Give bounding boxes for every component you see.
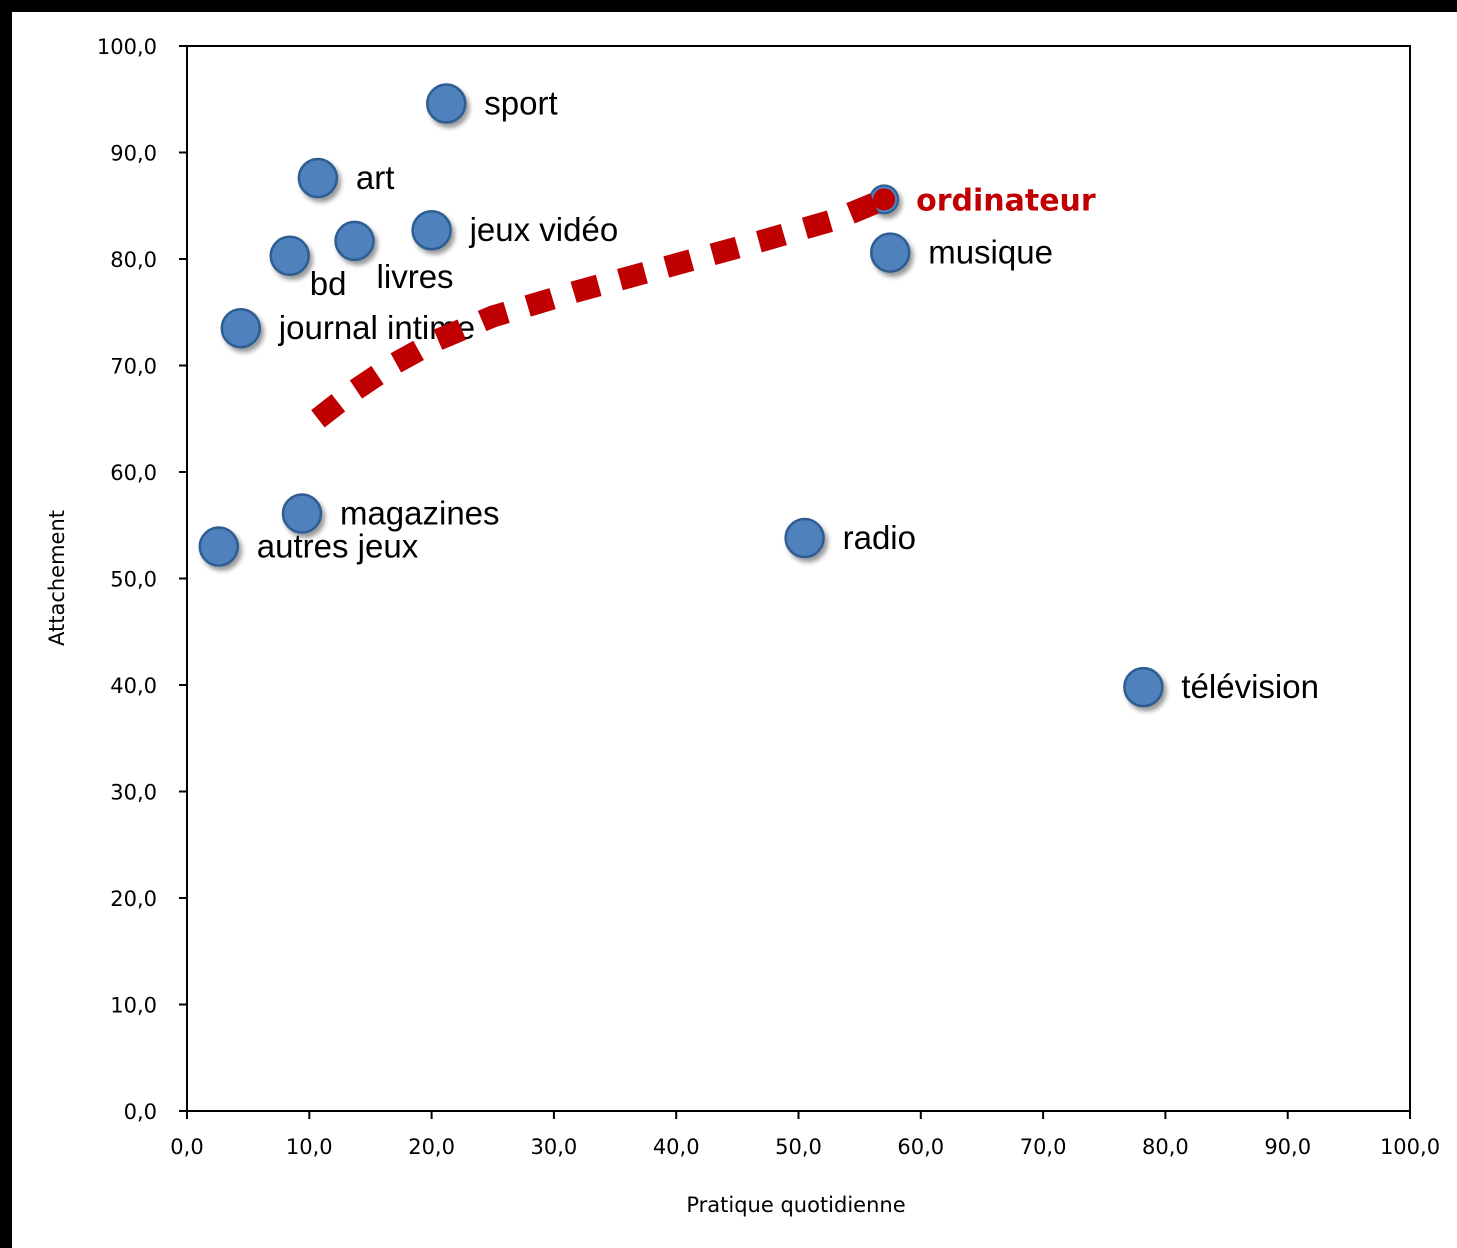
point-label: livres <box>377 258 454 295</box>
y-tick-label: 100,0 <box>97 35 157 59</box>
data-point <box>220 307 262 349</box>
data-point <box>784 517 825 559</box>
y-tick-label: 20,0 <box>110 887 157 911</box>
data-point <box>297 157 339 199</box>
point-label: radio <box>843 519 916 556</box>
trend-line <box>311 189 889 428</box>
data-point <box>1123 666 1164 708</box>
x-tick-label: 80,0 <box>1142 1135 1189 1159</box>
x-tick-label: 90,0 <box>1264 1135 1311 1159</box>
x-axis-ticks: 0,0 10,0 20,0 30,0 40,0 50,0 60,0 70,0 80,0 90,0 1… <box>170 1111 1440 1159</box>
y-axis-title: Attachement <box>45 510 69 646</box>
data-point <box>426 83 467 124</box>
data-point <box>269 235 310 277</box>
x-tick-label: 70,0 <box>1020 1135 1067 1159</box>
point-label: autres jeux <box>257 528 419 565</box>
y-tick-label: 10,0 <box>110 994 157 1018</box>
x-tick-label: 50,0 <box>775 1135 822 1159</box>
y-tick-label: 60,0 <box>110 461 157 485</box>
data-point <box>198 526 240 567</box>
data-point <box>334 220 375 262</box>
x-tick-label: 0,0 <box>170 1135 203 1159</box>
data-point <box>411 209 452 251</box>
scatter-chart: 0,0 10,0 20,0 30,0 40,0 50,0 60,0 70,0 80,0 90,0 1… <box>45 35 1440 1217</box>
data-point <box>281 493 323 534</box>
point-label: ordinateur <box>916 183 1096 218</box>
y-tick-label: 70,0 <box>110 355 157 379</box>
point-label: jeux vidéo <box>469 211 619 248</box>
y-tick-label: 40,0 <box>110 674 157 698</box>
point-label: télévision <box>1181 668 1319 705</box>
y-tick-label: 0,0 <box>124 1100 157 1124</box>
point-label: magazines <box>340 495 500 532</box>
chart-frame: 0,0 10,0 20,0 30,0 40,0 50,0 60,0 70,0 80,0 90,0 1… <box>12 12 1457 1248</box>
y-tick-label: 30,0 <box>110 781 157 805</box>
x-axis-title: Pratique quotidienne <box>686 1193 905 1217</box>
x-tick-label: 30,0 <box>531 1135 578 1159</box>
x-tick-label: 20,0 <box>408 1135 455 1159</box>
y-tick-label: 50,0 <box>110 568 157 592</box>
point-label: art <box>356 159 395 196</box>
x-tick-label: 10,0 <box>286 1135 333 1159</box>
y-tick-label: 90,0 <box>110 142 157 166</box>
highlight-point <box>873 188 896 211</box>
point-label: bd <box>310 265 347 302</box>
x-tick-label: 100,0 <box>1380 1135 1440 1159</box>
y-tick-label: 80,0 <box>110 248 157 272</box>
x-tick-label: 40,0 <box>653 1135 700 1159</box>
point-label: sport <box>484 85 557 122</box>
data-point <box>869 232 911 273</box>
plot-area <box>186 45 1411 1112</box>
highlight-points: ordinateur <box>873 183 1096 218</box>
x-tick-label: 60,0 <box>897 1135 944 1159</box>
point-label: musique <box>928 234 1053 271</box>
y-axis-ticks: 0,0 10,0 20,0 30,0 40,0 50,0 60,0 70,0 80,0 90,0 1… <box>97 35 187 1124</box>
